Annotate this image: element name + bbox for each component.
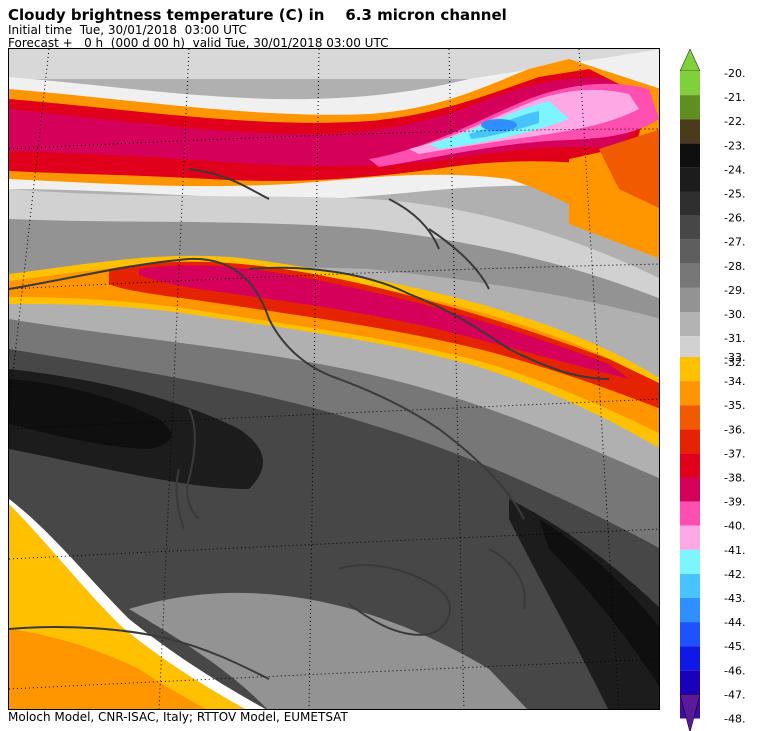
central-band-layer-3 bbox=[139, 265, 629, 379]
legend-tick-label: -41. bbox=[724, 544, 745, 557]
legend-swatch bbox=[680, 215, 700, 240]
legend-swatch bbox=[680, 405, 700, 430]
legend-swatch bbox=[680, 312, 700, 337]
east-red-region bbox=[599, 129, 659, 209]
legend-tick-label: -27. bbox=[724, 236, 745, 249]
legend-tick-label: -39. bbox=[724, 496, 745, 509]
mid-grey-zone bbox=[9, 219, 659, 319]
legend-tick-label: -24. bbox=[724, 163, 745, 176]
legend-swatch bbox=[680, 670, 700, 695]
legend-tick-label: -31. bbox=[724, 332, 745, 345]
legend-tick-label: -30. bbox=[724, 308, 745, 321]
lat-lon-grid bbox=[9, 49, 659, 709]
legend-tick-label: -21. bbox=[724, 91, 745, 104]
legend-swatch bbox=[680, 477, 700, 502]
legend-tick-label: -23. bbox=[724, 139, 745, 152]
dark-core-east bbox=[509, 499, 659, 709]
legend-tick-label: -48. bbox=[724, 713, 745, 726]
legend-tick-label: -32. bbox=[724, 356, 745, 369]
legend-swatch bbox=[680, 381, 700, 406]
legend-swatch bbox=[680, 336, 700, 361]
legend-swatch bbox=[680, 501, 700, 526]
central-band-layer-1 bbox=[9, 263, 659, 434]
legend-tick-label: -44. bbox=[724, 616, 745, 629]
legend-swatch bbox=[680, 239, 700, 264]
legend-swatch bbox=[680, 525, 700, 550]
central-band-layer-2 bbox=[109, 261, 659, 409]
satellite-map bbox=[8, 48, 660, 710]
legend-tick-label: -45. bbox=[724, 640, 745, 653]
legend-tick-label: -40. bbox=[724, 520, 745, 533]
dark-core-west-inner bbox=[9, 379, 172, 449]
legend-swatch bbox=[680, 646, 700, 671]
legend-swatch bbox=[680, 287, 700, 312]
south-light-strip bbox=[129, 592, 528, 709]
legend-swatch bbox=[680, 453, 700, 478]
mid-light-zone bbox=[9, 189, 659, 309]
legend-swatch bbox=[680, 357, 700, 382]
legend-swatch bbox=[680, 573, 700, 598]
legend-swatch bbox=[680, 143, 700, 168]
legend-tick-label: -36. bbox=[724, 423, 745, 436]
legend-tick-label: -26. bbox=[724, 212, 745, 225]
legend-tick-label: -43. bbox=[724, 592, 745, 605]
legend-swatch bbox=[680, 191, 700, 216]
north-band-core bbox=[481, 119, 517, 131]
legend-tick-label: -46. bbox=[724, 664, 745, 677]
legend-tick-label: -38. bbox=[724, 472, 745, 485]
legend-tick-label: -25. bbox=[724, 188, 745, 201]
legend-swatch bbox=[680, 549, 700, 574]
legend-swatch bbox=[680, 71, 700, 96]
legend-tick-label: -29. bbox=[724, 284, 745, 297]
legend-tick-label: -28. bbox=[724, 260, 745, 273]
legend-tick-label: -33. bbox=[724, 351, 745, 364]
legend-swatch bbox=[680, 119, 700, 144]
legend-tick-label: -34. bbox=[724, 375, 745, 388]
legend-tick-label: -35. bbox=[724, 399, 745, 412]
chart-title: Cloudy brightness temperature (C) in 6.3… bbox=[8, 6, 507, 24]
legend-upper-arrow bbox=[679, 48, 701, 72]
legend-swatch bbox=[680, 622, 700, 647]
legend-lower-scale: -33. -34. -35. -36. -37. -38. -39. -40. -41. -42.… bbox=[679, 351, 745, 731]
map-field bbox=[9, 49, 659, 709]
forecast-info: Forecast + 0 h (000 d 00 h) valid Tue, 3… bbox=[8, 36, 389, 50]
initial-time: Initial time Tue, 30/01/2018 03:00 UTC bbox=[8, 23, 247, 37]
field-top-band bbox=[9, 49, 659, 79]
legend-upper-scale: -20. -21. -22. -23. -24. -25. -26. -27. -28. -29.… bbox=[679, 48, 745, 385]
legend-swatch bbox=[680, 95, 700, 120]
legend-tick-label: -20. bbox=[724, 67, 745, 80]
legend-tick-label: -42. bbox=[724, 568, 745, 581]
legend-swatch bbox=[680, 263, 700, 288]
legend-swatch bbox=[680, 167, 700, 192]
legend-swatch bbox=[680, 598, 700, 623]
legend-lower-arrow bbox=[679, 694, 701, 731]
southwest-darker-orange bbox=[9, 629, 206, 709]
dark-core-east-inner bbox=[539, 519, 659, 686]
legend-tick-label: -37. bbox=[724, 447, 745, 460]
legend-tick-label: -47. bbox=[724, 688, 745, 701]
coastlines bbox=[9, 168, 610, 680]
legend-swatch bbox=[680, 429, 700, 454]
legend-tick-label: -22. bbox=[724, 115, 745, 128]
model-credit: Moloch Model, CNR-ISAC, Italy; RTTOV Mod… bbox=[8, 710, 348, 724]
